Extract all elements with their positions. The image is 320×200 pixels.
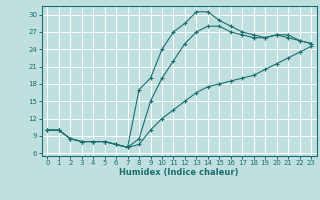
X-axis label: Humidex (Indice chaleur): Humidex (Indice chaleur) bbox=[119, 168, 239, 177]
